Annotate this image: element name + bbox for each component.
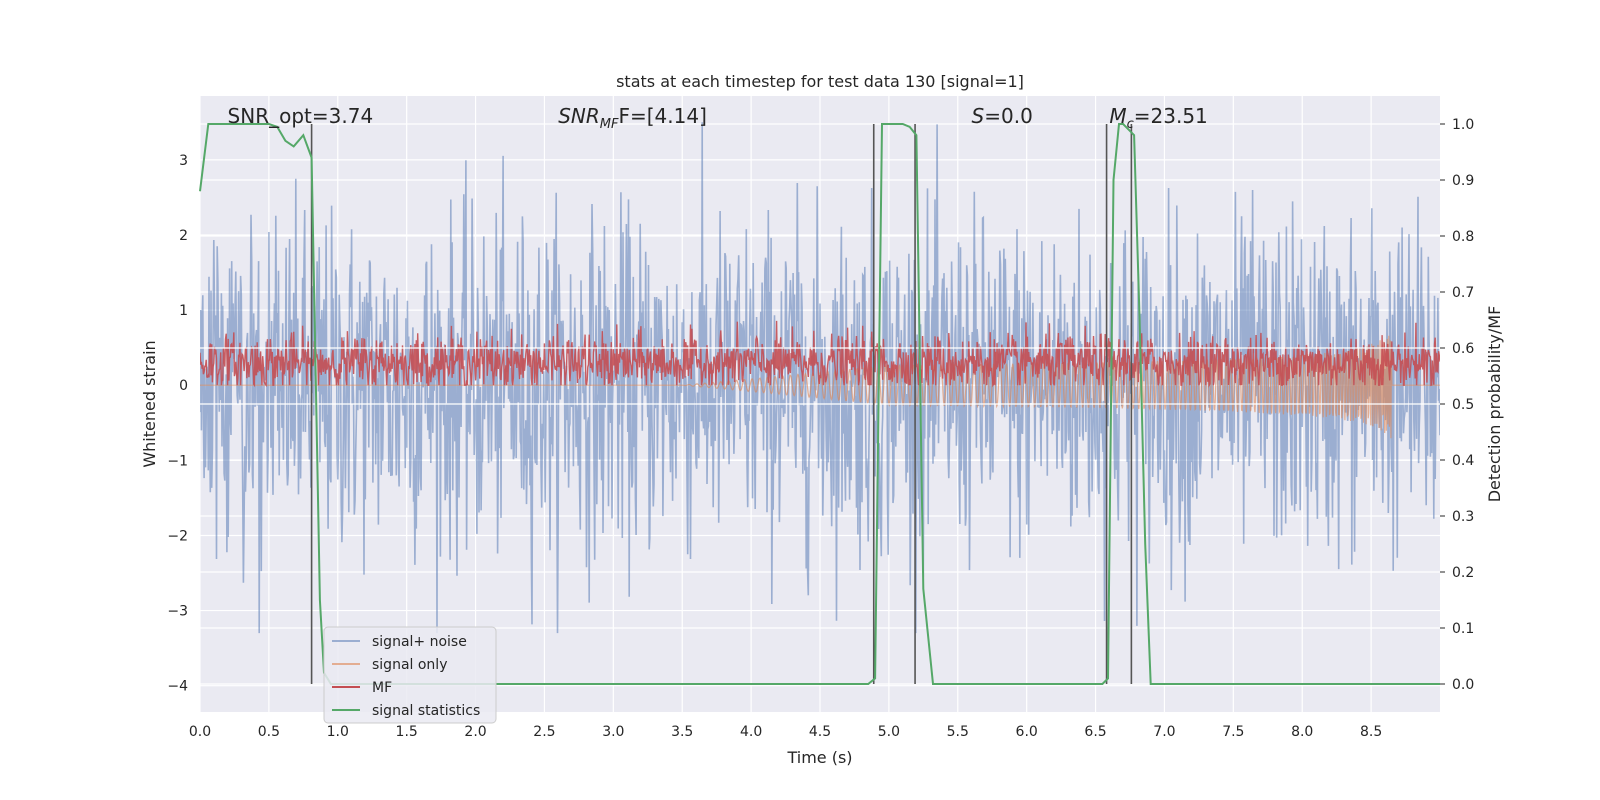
x-tick-label: 1.5	[396, 724, 418, 740]
annotation-0: SNR_opt=3.74	[228, 104, 374, 128]
signal-only-line	[200, 335, 1440, 439]
y2-tick-label: 0.4	[1452, 453, 1474, 469]
y-tick-label: 0	[179, 378, 188, 394]
x-tick-label: 4.5	[809, 724, 831, 740]
y2-tick-label: 0.0	[1452, 677, 1474, 693]
y-axis-label: Whitened strain	[140, 340, 159, 467]
x-tick-label: 6.5	[1084, 724, 1106, 740]
y-tick-label: 3	[179, 153, 188, 169]
legend-label: signal statistics	[372, 703, 480, 719]
x-tick-label: 8.5	[1360, 724, 1382, 740]
annotation-3: Mc=23.51	[1109, 104, 1207, 132]
x-tick-label: 1.0	[327, 724, 349, 740]
x-tick-label: 4.0	[740, 724, 762, 740]
y2-tick-label: 0.8	[1452, 229, 1474, 245]
y-tick-label: 1	[179, 303, 188, 319]
x-tick-label: 0.5	[258, 724, 280, 740]
x-tick-label: 2.5	[533, 724, 555, 740]
y2-axis-label: Detection probability/MF	[1485, 306, 1504, 503]
y2-tick-label: 0.3	[1452, 509, 1474, 525]
y-tick-label: −4	[167, 679, 188, 695]
x-tick-label: 3.0	[602, 724, 624, 740]
annotation-2: S=0.0	[972, 104, 1033, 128]
x-tick-label: 3.5	[671, 724, 693, 740]
x-tick-label: 6.0	[1016, 724, 1038, 740]
y-tick-label: −2	[167, 528, 188, 544]
overlay-layer	[199, 123, 1440, 685]
legend-label: signal only	[372, 657, 447, 673]
series-layer	[200, 122, 1440, 634]
y2-tick-label: 0.7	[1452, 285, 1474, 301]
y2-tick-label: 0.5	[1452, 397, 1474, 413]
legend-label: MF	[372, 680, 392, 696]
legend-box	[323, 626, 497, 724]
signal-statistics-line	[199, 123, 1440, 685]
y2-tick-label: 1.0	[1452, 117, 1474, 133]
annotations: SNR_opt=3.74 SNRMFF=[4.14] S=0.0 Mc=23.51	[228, 104, 1208, 132]
x-tick-label: 5.5	[947, 724, 969, 740]
x-tick-label: 8.0	[1291, 724, 1313, 740]
x-tick-label: 2.0	[464, 724, 486, 740]
x-tick-label: 7.5	[1222, 724, 1244, 740]
annotation-1: SNRMFF=[4.14]	[558, 104, 707, 132]
y-tick-label: −1	[167, 453, 188, 469]
x-tick-label: 5.0	[878, 724, 900, 740]
ticks: 0.0 0.5 1.0 1.5 2.0 2.5 3.0 3.5 4.0 4.5 5.0 5.5 6.0 6…	[167, 117, 1474, 740]
mf-line	[200, 320, 1440, 388]
y2-tick-label: 0.6	[1452, 341, 1474, 357]
legend-label: signal+ noise	[372, 634, 467, 650]
x-tick-label: 7.0	[1153, 724, 1175, 740]
x-tick-label: 0.0	[189, 724, 211, 740]
y-tick-label: −3	[167, 604, 188, 620]
y2-tick-label: 0.1	[1452, 621, 1474, 637]
y-tick-label: 2	[179, 228, 188, 244]
chart-title: stats at each timestep for test data 130…	[616, 72, 1024, 91]
y2-tick-label: 0.9	[1452, 173, 1474, 189]
y2-tick-label: 0.2	[1452, 565, 1474, 581]
legend: signal+ noise signal only MF signal statist…	[323, 626, 497, 724]
x-axis-label: Time (s)	[786, 748, 852, 767]
